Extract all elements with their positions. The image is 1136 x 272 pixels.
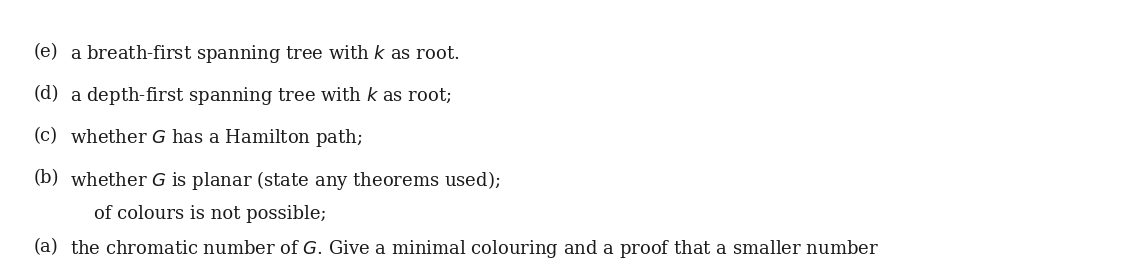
Text: whether $G$ is planar (state any theorems used);: whether $G$ is planar (state any theorem…	[70, 169, 501, 192]
Text: (e): (e)	[34, 43, 59, 61]
Text: (c): (c)	[34, 127, 58, 145]
Text: the chromatic number of $G$. Give a minimal colouring and a proof that a smaller: the chromatic number of $G$. Give a mini…	[70, 238, 879, 260]
Text: whether $G$ has a Hamilton path;: whether $G$ has a Hamilton path;	[70, 127, 364, 149]
Text: a breath-first spanning tree with $k$ as root.: a breath-first spanning tree with $k$ as…	[70, 43, 460, 65]
Text: (d): (d)	[34, 85, 59, 103]
Text: (b): (b)	[34, 169, 59, 187]
Text: of colours is not possible;: of colours is not possible;	[94, 205, 327, 223]
Text: (a): (a)	[34, 238, 59, 256]
Text: a depth-first spanning tree with $k$ as root;: a depth-first spanning tree with $k$ as …	[70, 85, 452, 107]
